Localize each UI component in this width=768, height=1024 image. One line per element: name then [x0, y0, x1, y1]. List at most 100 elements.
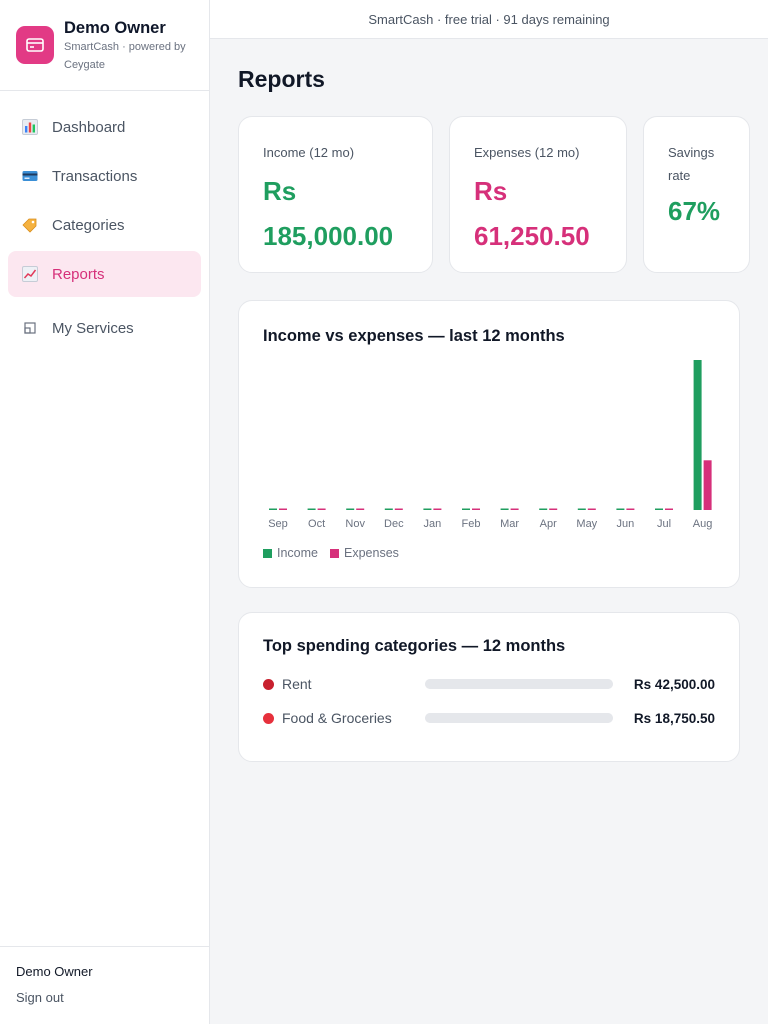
income-expenses-chart-card: Income vs expenses — last 12 months Sep O… [238, 300, 740, 588]
income-bar-may [577, 508, 586, 510]
category-row: Food & Groceries Rs 18,750.50 [263, 707, 715, 729]
sidebar-nav: Dashboard Transactions Categories [8, 104, 201, 354]
expense-bar-nov [356, 508, 365, 510]
expense-bar-dec [394, 508, 403, 510]
income-bar-sep [269, 508, 277, 510]
income-bar-jul [655, 508, 663, 510]
expenses-amount: 61,250.50 [474, 221, 590, 251]
income-label: Income (12 mo) [263, 145, 355, 160]
savings-value: 67% [668, 196, 721, 226]
legend-swatch [330, 548, 339, 558]
expenses-label: Expenses (12 mo) [474, 145, 580, 160]
x-tick-label: Jan [424, 518, 442, 530]
category-name: Food & Groceries [282, 710, 392, 726]
income-bar-jan [423, 508, 432, 510]
trend-chart-icon [22, 266, 38, 282]
income-bar-aug [693, 360, 702, 510]
legend-swatch [263, 548, 272, 558]
brand-name: Demo Owner [64, 19, 166, 37]
wallet-icon [26, 38, 44, 52]
x-tick-label: Feb [462, 518, 481, 530]
income-expenses-chart: Sep Oct Nov Dec Jan Feb Mar Apr May Jun Jul Aug [268, 360, 713, 530]
savings-stat-card: Savings rate 67% [643, 116, 750, 273]
category-color-dot [263, 678, 274, 690]
category-amount: Rs 42,500.00 [633, 676, 715, 692]
sidebar-item-transactions[interactable]: Transactions [8, 153, 201, 199]
x-tick-label: Mar [500, 518, 519, 530]
income-amount: 185,000.00 [263, 221, 394, 251]
x-tick-label: Nov [345, 518, 365, 530]
income-bar-jun [616, 508, 625, 510]
sidebar-item-reports[interactable]: Reports [8, 251, 201, 297]
window-icon [22, 320, 38, 336]
income-bar-feb [462, 508, 470, 510]
x-tick-label: Dec [384, 518, 404, 530]
top-spending-card: Top spending categories — 12 months Rent… [238, 612, 740, 762]
savings-label: Savings rate [668, 145, 715, 183]
sidebar-item-label: Reports [52, 265, 105, 283]
brand-logo [16, 26, 54, 64]
category-color-dot [263, 712, 274, 724]
expense-bar-sep [279, 508, 287, 510]
sign-out-link[interactable]: Sign out [16, 990, 64, 1005]
expense-bar-apr [549, 508, 558, 510]
expenses-value: Rs 61,250.50 [474, 169, 590, 259]
income-bar-mar [500, 508, 509, 510]
expense-bar-mar [510, 508, 519, 510]
expenses-currency: Rs [474, 176, 508, 206]
trial-banner: SmartCash · free trial · 91 days remaini… [210, 0, 768, 39]
income-value: Rs 185,000.00 [263, 169, 393, 259]
legend-income: Income [263, 546, 318, 560]
category-row: Rent Rs 42,500.00 [263, 673, 715, 695]
chart-legend: Income Expenses [263, 546, 411, 560]
tag-icon [22, 217, 38, 233]
category-bar [425, 713, 613, 723]
bar-chart-icon [22, 119, 38, 135]
expense-bar-may [587, 508, 596, 510]
sidebar-item-categories[interactable]: Categories [8, 202, 201, 248]
sidebar-item-label: Transactions [52, 167, 138, 185]
sidebar-item-label: Categories [52, 216, 125, 234]
income-bar-apr [539, 508, 548, 510]
x-tick-label: Oct [308, 518, 325, 530]
category-name: Rent [282, 676, 312, 692]
expense-bar-feb [472, 508, 480, 510]
divider [0, 946, 209, 947]
category-bar-fill [425, 679, 613, 689]
chart-title: Income vs expenses — last 12 months [263, 327, 565, 345]
expense-bar-jan [433, 508, 442, 510]
category-bar-fill [425, 713, 613, 723]
sidebar-item-dashboard[interactable]: Dashboard [8, 104, 201, 150]
income-bar-oct [307, 508, 316, 510]
expense-bar-jun [626, 508, 635, 510]
legend-label: Expenses [344, 546, 399, 560]
legend-label: Income [277, 546, 318, 560]
divider [0, 90, 209, 91]
x-tick-label: Apr [540, 518, 557, 530]
sidebar-item-label: Dashboard [52, 118, 126, 136]
user-name: Demo Owner [16, 964, 93, 979]
top-spending-title: Top spending categories — 12 months [263, 637, 566, 655]
brand-subtitle: SmartCash · powered by Ceygate [64, 41, 186, 71]
sidebar-item-label: My Services [52, 319, 134, 337]
expense-bar-aug [703, 460, 712, 510]
category-amount: Rs 18,750.50 [633, 710, 715, 726]
x-tick-label: Aug [693, 518, 713, 530]
income-bar-nov [346, 508, 355, 510]
x-tick-label: Jun [617, 518, 635, 530]
income-currency: Rs [263, 176, 297, 206]
legend-expenses: Expenses [330, 546, 399, 560]
income-bar-dec [384, 508, 393, 510]
trial-banner-text: SmartCash · free trial · 91 days remaini… [368, 11, 610, 27]
page-title: Reports [238, 66, 325, 92]
sidebar: Demo Owner SmartCash · powered by Ceygat… [0, 0, 210, 1024]
credit-card-icon [22, 168, 38, 184]
x-tick-label: May [576, 518, 597, 530]
x-tick-label: Sep [268, 518, 288, 530]
category-bar [425, 679, 613, 689]
income-stat-card: Income (12 mo) Rs 185,000.00 [238, 116, 433, 273]
expenses-stat-card: Expenses (12 mo) Rs 61,250.50 [449, 116, 627, 273]
expense-bar-oct [317, 508, 326, 510]
x-tick-label: Jul [657, 518, 671, 530]
sidebar-item-my-services[interactable]: My Services [8, 305, 201, 351]
